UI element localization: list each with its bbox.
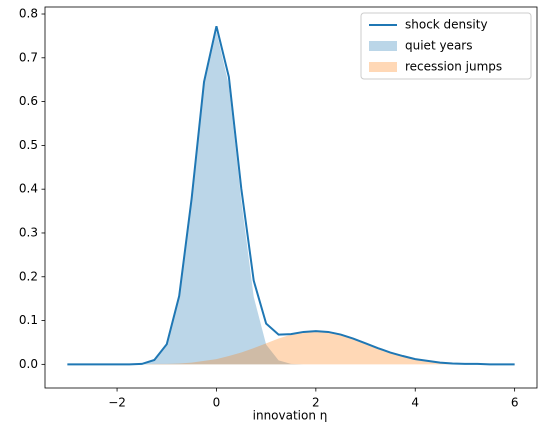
x-tick-label: 0 [213, 396, 221, 410]
area [67, 331, 515, 365]
legend-swatch [369, 41, 397, 51]
x-tick-label: 4 [411, 396, 419, 410]
y-tick-label: 0.4 [19, 182, 38, 196]
y-tick-label: 0.5 [19, 138, 38, 152]
line [67, 26, 515, 366]
y-tick-label: 0.8 [19, 7, 38, 21]
legend-label: shock density [405, 18, 488, 32]
x-tick-label: 6 [511, 396, 519, 410]
y-tick-label: 0.2 [19, 269, 38, 283]
legend-box [360, 12, 532, 80]
y-tick-label: 0.0 [19, 357, 38, 371]
x-tick-label: −2 [108, 396, 126, 410]
legend-label: recession jumps [405, 60, 502, 74]
legend: shock density quiet years recession jumps [360, 12, 532, 80]
y-tick-label: 0.6 [19, 94, 38, 108]
y-tick-label: 0.7 [19, 50, 38, 64]
y-tick-label: 0.1 [19, 313, 38, 327]
x-tick-label: 2 [312, 396, 320, 410]
y-tick-label: 0.3 [19, 225, 38, 239]
x-axis-label: innovation η [253, 409, 328, 423]
legend-label: quiet years [405, 39, 472, 53]
legend-swatch [369, 62, 397, 72]
area [67, 31, 515, 365]
plot-frame [44, 6, 538, 389]
